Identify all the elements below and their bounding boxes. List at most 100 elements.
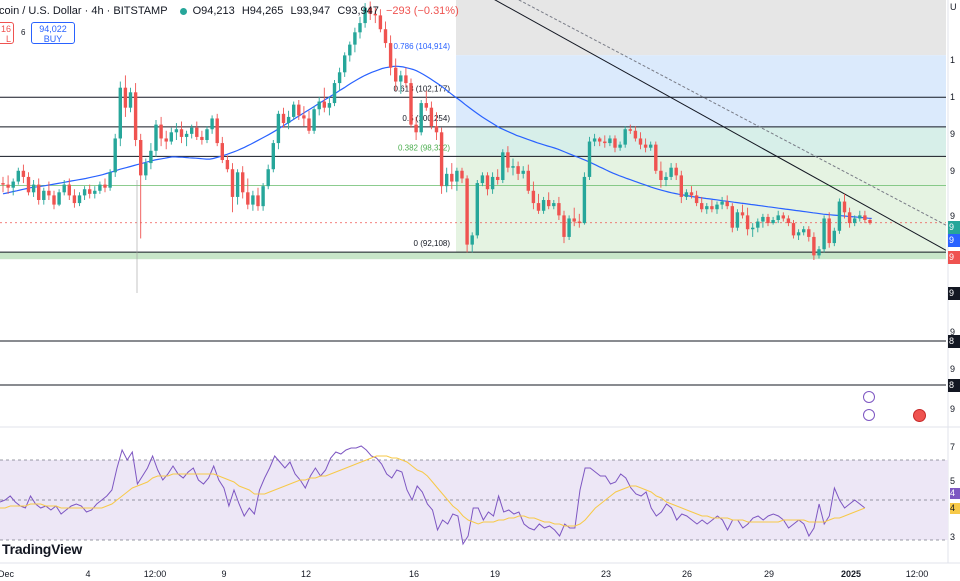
add-alert-icon[interactable] xyxy=(863,391,875,403)
candle-body xyxy=(72,195,77,204)
candle-body xyxy=(858,215,862,219)
candle-body xyxy=(490,176,495,190)
candle-body xyxy=(715,204,719,210)
candle-body xyxy=(439,132,444,187)
candle-body xyxy=(190,127,194,134)
candle-body xyxy=(26,176,31,193)
candle-body xyxy=(822,218,826,250)
candle-body xyxy=(674,167,678,176)
candle-body xyxy=(93,190,97,194)
price-tick-label: 9 xyxy=(950,211,956,221)
time-tick-label: 12:00 xyxy=(905,569,929,579)
time-tick-label: 26 xyxy=(681,569,693,579)
symbol-title[interactable]: tcoin / U.S. Dollar · 4h · BITSTAMP xyxy=(0,5,168,17)
rsi-ma-line xyxy=(0,455,866,527)
candle-body xyxy=(786,218,791,224)
candle-body xyxy=(694,195,699,204)
candle-body xyxy=(429,107,434,127)
candle-body xyxy=(322,101,326,108)
candle-body xyxy=(154,124,158,151)
candle-body xyxy=(664,176,668,180)
candle-body xyxy=(241,172,245,193)
candle-body xyxy=(465,178,469,245)
candle-body xyxy=(286,116,291,124)
fib-label: 0.786 (104,914) xyxy=(394,42,451,51)
fib-zone-05 xyxy=(456,126,946,157)
candle-body xyxy=(501,152,505,180)
price-tick-label: 9 xyxy=(950,404,956,414)
price-tag: 8 xyxy=(948,335,960,348)
candle-body xyxy=(139,140,143,176)
candle-body xyxy=(623,129,627,145)
price-tag: 9 xyxy=(948,251,960,264)
candle-body xyxy=(246,192,250,205)
price-tick-label: 1 xyxy=(950,55,956,65)
candle-body xyxy=(735,212,740,228)
candle-body xyxy=(88,189,92,194)
candle-body xyxy=(781,215,785,219)
candle-body xyxy=(343,55,347,73)
price-tick-label: 9 xyxy=(950,129,956,139)
candle-body xyxy=(42,190,46,200)
candle-body xyxy=(847,212,852,224)
candle-body xyxy=(82,189,87,196)
price-tick-label: U xyxy=(950,2,957,12)
candle-body xyxy=(348,44,352,56)
candle-body xyxy=(118,87,122,139)
candle-body xyxy=(710,206,714,210)
change-value: −293 (−0.31%) xyxy=(385,5,459,17)
candle-body xyxy=(434,126,439,133)
candle-body xyxy=(37,184,41,200)
candle-body xyxy=(103,184,107,188)
candle-body xyxy=(659,170,663,180)
candle-body xyxy=(587,141,592,177)
tradingview-logo: TradingView xyxy=(2,541,83,557)
candle-body xyxy=(562,215,566,237)
candle-body xyxy=(603,141,607,144)
candle-body xyxy=(730,206,734,228)
candle-body xyxy=(373,13,377,16)
candle-body xyxy=(577,221,581,224)
candle-body xyxy=(480,175,485,184)
candle-body xyxy=(276,113,281,144)
candle-body xyxy=(705,206,709,210)
candle-body xyxy=(511,166,515,168)
candle-body xyxy=(475,183,479,236)
time-tick-label: 2025 xyxy=(840,569,862,579)
candle-body xyxy=(21,170,26,177)
time-tick-label: 9 xyxy=(221,569,227,579)
rsi-tick-label: 5 xyxy=(950,476,956,486)
buy-button[interactable]: 94,022 BUY xyxy=(31,22,75,44)
low-value: L93,947 xyxy=(290,5,331,17)
rsi-tick-label: 7 xyxy=(950,442,956,452)
candle-body xyxy=(796,232,801,236)
candle-body xyxy=(6,184,10,188)
candle-body xyxy=(776,215,780,220)
us-flag-icon[interactable] xyxy=(913,409,926,422)
candle-body xyxy=(802,229,806,233)
candle-body xyxy=(761,216,765,222)
candle-body xyxy=(62,184,66,193)
candle-body xyxy=(567,218,571,237)
lightning-icon[interactable] xyxy=(863,409,875,421)
candle-body xyxy=(450,173,454,182)
candle-body xyxy=(179,129,184,137)
candle-body xyxy=(195,127,199,137)
candle-body xyxy=(251,195,255,205)
candle-body xyxy=(16,170,20,182)
candle-body xyxy=(485,175,490,190)
price-tag: 9 xyxy=(948,234,960,247)
sell-button[interactable]: 16 L xyxy=(0,22,14,44)
candle-body xyxy=(618,144,622,148)
open-value: O94,213 xyxy=(192,5,235,17)
candle-body xyxy=(358,23,362,33)
candle-body xyxy=(144,163,148,176)
candle-body xyxy=(399,75,403,82)
time-tick-label: Dec xyxy=(0,569,15,579)
candle-body xyxy=(108,172,112,188)
candle-body xyxy=(266,169,270,187)
candle-body xyxy=(1,183,5,185)
candle-body xyxy=(812,236,816,256)
